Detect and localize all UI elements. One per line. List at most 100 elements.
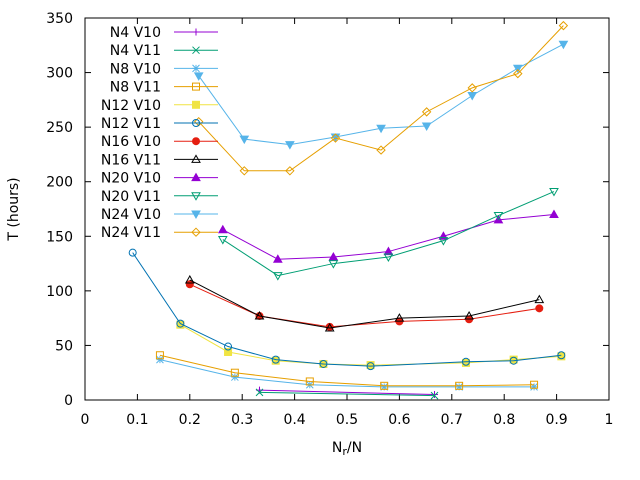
x-tick-label: 0.9 [545,412,567,428]
series-line [132,252,562,367]
data-point [191,172,201,182]
series-line [222,191,555,277]
y-axis-label: T (hours) [6,177,22,241]
legend-item: N12 V11 [101,116,218,132]
data-point [430,391,439,400]
series-n20-v11 [217,188,559,281]
data-point [156,355,164,364]
legend-label: N4 V11 [110,43,161,59]
data-point [380,381,389,390]
series-n8-v10 [156,355,538,391]
data-point [192,100,200,109]
data-point [461,357,470,366]
data-point [383,246,394,256]
series-line [198,25,564,172]
y-tick-label: 350 [46,11,73,27]
data-point [376,124,386,134]
legend-label: N8 V10 [110,61,161,77]
data-point [155,351,164,360]
data-point [192,64,200,73]
data-point [394,313,405,322]
y-tick-label: 0 [64,393,73,409]
series-n24-v10 [193,40,569,150]
data-point [467,91,478,101]
data-point [272,254,283,263]
legend-label: N16 V10 [101,134,161,150]
data-point [224,347,233,356]
data-point [271,355,280,364]
x-tick-label: 0.2 [179,412,201,428]
legend-item: N8 V10 [110,61,218,77]
series-line [159,354,535,387]
legend-item: N4 V10 [110,25,218,41]
series-line [259,391,435,397]
series-line [189,283,540,328]
data-series [128,20,569,400]
data-point [328,252,339,261]
y-tick-label: 50 [55,338,73,354]
series-n12-v11 [128,248,566,371]
series-n16-v11 [184,274,545,332]
data-point [191,210,201,220]
data-point [535,304,544,313]
data-point [558,40,569,50]
data-point [376,145,386,155]
x-axis-label-tail: /N [347,440,362,456]
data-point [464,310,474,320]
series-line [259,389,435,396]
data-point [513,68,523,79]
data-point [534,294,545,304]
y-tick-label: 300 [46,66,73,82]
data-point [239,135,250,145]
data-point [493,212,504,221]
series-line [189,279,540,329]
data-point [128,248,137,257]
data-point [455,383,463,391]
legend-label: N4 V10 [110,25,161,41]
legend: N4 V10 N4 V11 N8 V10 N8 V11 N12 V10 N12 V11 N1… [101,25,218,241]
data-point [193,72,204,81]
data-point [467,83,477,93]
tick-labels: 0 0.1 0.2 0.3 0.4 0.5 0.6 0.7 0.8 0.9 1 0 50 100 150 20… [46,11,613,428]
data-point [176,319,185,328]
data-point [421,122,432,132]
legend-item: N16 V11 [101,152,218,168]
x-tick-label: 0.5 [336,412,358,428]
legend-label: N20 V10 [101,171,161,187]
legend-item: N20 V10 [101,171,218,187]
series-line [159,359,535,388]
x-tick-label: 0.4 [283,412,305,428]
legend-item: N24 V11 [101,225,218,241]
data-point [191,154,201,163]
y-tick-label: 150 [46,229,73,245]
data-point [512,64,523,74]
data-point [530,380,539,389]
data-point [239,166,250,176]
data-point [383,253,394,263]
legend-label: N24 V10 [101,207,161,223]
data-point [558,20,569,31]
data-point [192,137,200,146]
legend-label: N16 V11 [101,152,161,168]
legend-item: N16 V10 [101,134,218,150]
data-point [231,373,239,381]
series-n24-v11 [194,20,569,176]
data-point [509,356,518,365]
data-point [192,82,200,91]
data-point [324,322,335,332]
series-n12-v10 [176,320,566,370]
legend-label: N12 V11 [101,116,161,132]
data-point [217,224,228,234]
data-point [230,368,239,377]
data-point [431,391,439,399]
x-tick-label: 0.6 [388,412,410,428]
x-tick-label: 0 [81,412,90,428]
x-axis-label-main: N [332,440,342,456]
data-point [192,46,200,55]
data-point [184,274,195,284]
series-line [180,324,562,366]
x-axis-label: Nr/N [332,440,362,458]
legend-item: N20 V11 [101,189,218,205]
series-n8-v11 [155,351,539,390]
data-point [455,381,464,390]
